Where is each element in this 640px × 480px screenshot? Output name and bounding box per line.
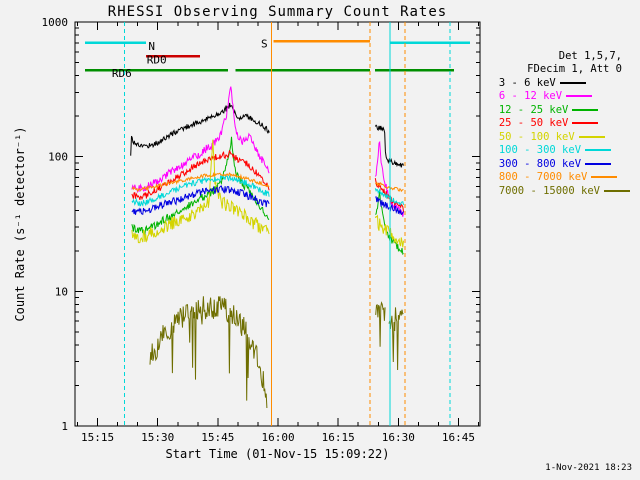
series-7000-15000-kev: [375, 301, 386, 347]
x-tick-label: 16:45: [442, 431, 475, 444]
x-tick-label: 15:45: [201, 431, 234, 444]
legend-color-dash: [578, 135, 605, 138]
legend-entry: 12 - 25 keV: [499, 103, 630, 117]
legend-label: 300 - 800 keV: [498, 157, 582, 170]
plot-box: [74, 21, 481, 427]
series-100-300-kev: [131, 174, 270, 207]
legend-entries: 3 - 6 keV 6 - 12 keV 12 - 25 keV 25 - 50 ke…: [499, 76, 630, 198]
legend-entry: 50 - 100 keV: [499, 130, 630, 144]
y-tick-label: 10: [55, 285, 68, 298]
legend-label: 25 - 50 keV: [498, 117, 569, 130]
legend-color-dash: [572, 122, 599, 125]
legend-label: 50 - 100 keV: [498, 130, 575, 143]
series-50-100-kev: [131, 139, 270, 244]
legend: Det 1,5,7, FDecim 1, Att 0 3 - 6 keV 6 - …: [499, 50, 630, 198]
legend-entry: 7000 - 15000 keV: [499, 184, 630, 198]
x-tick-label: 16:15: [322, 431, 355, 444]
series-3-6-kev: [130, 102, 270, 156]
legend-label: 800 - 7000 keV: [498, 171, 588, 184]
y-tick-label: 100: [48, 151, 68, 164]
y-tick-label: 1: [61, 420, 68, 433]
legend-label: 100 - 300 keV: [498, 144, 582, 157]
legend-label: 3 - 6 keV: [498, 76, 556, 89]
x-tick-label: 15:30: [141, 431, 174, 444]
rd0-flag-bar-label: RD0: [147, 54, 167, 67]
legend-decimation: FDecim 1, Att 0: [527, 63, 622, 75]
series-7000-15000-kev: [388, 307, 404, 371]
legend-color-dash: [585, 149, 612, 152]
night-flag-bar-label: N: [148, 40, 155, 53]
legend-entry: 300 - 800 keV: [499, 157, 630, 171]
x-axis-label: Start Time (01-Nov-15 15:09:22): [165, 447, 390, 461]
series-300-800-kev: [131, 185, 270, 215]
series-3-6-kev: [374, 124, 404, 168]
legend-entry: 800 - 7000 keV: [499, 171, 630, 185]
series-6-12-kev: [131, 86, 270, 194]
rd6-flag-bar-label: RD6: [112, 67, 132, 80]
legend-entry: 6 - 12 keV: [499, 90, 630, 104]
series-100-300-kev: [374, 188, 404, 206]
series-50-100-kev: [374, 214, 404, 248]
y-axis-label: Count Rate (s⁻¹ detector⁻¹): [13, 126, 27, 322]
x-tick-label: 16:00: [261, 431, 294, 444]
legend-entry: 25 - 50 keV: [499, 117, 630, 131]
series-25-50-kev: [131, 149, 270, 201]
legend-color-dash: [572, 108, 599, 111]
series-12-25-kev: [131, 136, 270, 236]
saa-flag-bar-label: S: [261, 38, 268, 51]
legend-color-dash: [604, 189, 630, 192]
creation-timestamp: 1-Nov-2021 18:23: [545, 463, 632, 473]
legend-label: 6 - 12 keV: [498, 90, 563, 103]
legend-label: 12 - 25 keV: [498, 103, 569, 116]
x-tick-label: 16:30: [382, 431, 415, 444]
series-12-25-kev: [375, 190, 404, 255]
legend-entry: 100 - 300 keV: [499, 144, 630, 158]
legend-detectors: Det 1,5,7,: [558, 50, 622, 62]
series-800-7000-kev: [374, 181, 404, 193]
legend-label: 7000 - 15000 keV: [498, 184, 600, 197]
axis-ticks: [75, 21, 480, 427]
chart-title: RHESSI Observing Summary Count Rates: [107, 4, 448, 20]
legend-color-dash: [591, 176, 618, 179]
legend-color-dash: [559, 81, 586, 84]
series-800-7000-kev: [131, 171, 270, 192]
series-7000-15000-kev: [149, 296, 268, 409]
legend-color-dash: [566, 95, 593, 98]
legend-entry: 3 - 6 keV: [499, 76, 630, 90]
legend-color-dash: [585, 162, 612, 165]
series-300-800-kev: [375, 196, 404, 216]
x-tick-label: 15:15: [81, 431, 114, 444]
y-tick-label: 1000: [42, 16, 69, 29]
